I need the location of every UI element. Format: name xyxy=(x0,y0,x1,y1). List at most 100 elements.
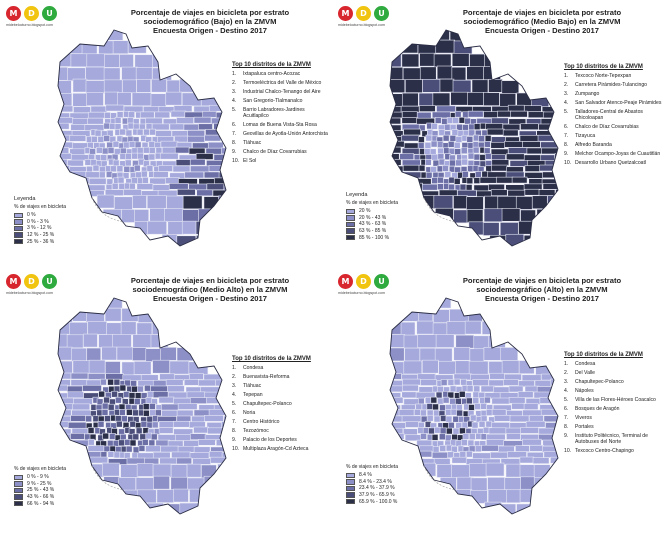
district xyxy=(542,183,558,190)
district xyxy=(71,347,87,362)
district xyxy=(88,463,105,478)
district xyxy=(468,123,476,131)
district xyxy=(72,118,88,125)
top10-name: Zumpango xyxy=(575,91,600,98)
district xyxy=(85,171,102,179)
district xyxy=(390,93,403,108)
district xyxy=(158,396,175,404)
top10-rank: 8. xyxy=(232,140,237,147)
district xyxy=(390,422,406,429)
district xyxy=(487,489,508,503)
district xyxy=(177,445,196,453)
district xyxy=(446,117,454,124)
district xyxy=(123,166,131,173)
district xyxy=(402,164,420,172)
district xyxy=(181,220,197,235)
district xyxy=(485,409,493,416)
district xyxy=(484,153,492,160)
district xyxy=(519,135,540,142)
district xyxy=(452,415,460,423)
district xyxy=(467,110,484,118)
district xyxy=(401,391,419,399)
district xyxy=(502,129,519,137)
top10-rank: 8. xyxy=(564,142,569,149)
district xyxy=(122,79,137,94)
district xyxy=(196,189,213,197)
district xyxy=(433,195,454,209)
district xyxy=(432,446,440,453)
metro-outline xyxy=(389,297,559,515)
district xyxy=(447,141,455,148)
district xyxy=(102,462,120,477)
top10-item: 1. Condesa xyxy=(232,365,330,371)
legend-swatch xyxy=(346,485,355,492)
district xyxy=(525,420,546,428)
district xyxy=(73,106,91,114)
district xyxy=(143,106,160,113)
district xyxy=(521,374,542,382)
district xyxy=(182,195,203,210)
district-map xyxy=(57,297,227,515)
district xyxy=(551,463,558,478)
district xyxy=(114,117,122,124)
district xyxy=(542,439,558,447)
district xyxy=(485,165,493,173)
district xyxy=(523,234,542,246)
map-title-line: Porcentaje de viajes en bicicleta por es… xyxy=(462,8,622,17)
district xyxy=(107,440,114,447)
legend-entry: 65.9 % - 100.0 % xyxy=(346,498,398,505)
district xyxy=(129,439,137,447)
top10-name: Noria xyxy=(243,409,256,416)
district xyxy=(66,385,83,393)
top10-name: Chapultepec-Polanco xyxy=(243,401,292,408)
district-map xyxy=(389,297,559,515)
district xyxy=(439,445,447,452)
district xyxy=(419,105,436,112)
district xyxy=(466,136,474,143)
district xyxy=(154,111,171,119)
district xyxy=(166,195,185,210)
district xyxy=(466,196,484,211)
district xyxy=(161,403,179,411)
map-title-line: sociodemográfico (Medio Bajo) en la ZMVM xyxy=(463,17,621,26)
district xyxy=(422,359,439,374)
district xyxy=(440,379,448,386)
district xyxy=(161,146,177,154)
district xyxy=(543,451,558,458)
district xyxy=(136,322,153,337)
district xyxy=(400,321,416,336)
district xyxy=(451,66,467,81)
district xyxy=(172,165,191,173)
top10-item: 7. Centro Histórico xyxy=(232,419,330,425)
district xyxy=(114,148,121,155)
district xyxy=(474,403,481,410)
district xyxy=(531,93,549,108)
district xyxy=(118,439,125,447)
top10-name: Chalco de Díaz Covarrubias xyxy=(575,124,639,131)
district xyxy=(452,79,472,94)
district xyxy=(484,135,492,142)
district xyxy=(193,426,209,434)
top10-rank: 2. xyxy=(232,374,237,381)
district xyxy=(466,397,473,405)
top10-rank: 2. xyxy=(232,80,237,87)
district xyxy=(502,379,519,386)
district xyxy=(87,438,95,446)
district xyxy=(469,463,487,477)
district xyxy=(430,396,438,404)
district xyxy=(434,117,442,124)
district xyxy=(112,440,120,447)
logo-letter: M xyxy=(338,274,353,289)
legend-label: 43 % - 63 % xyxy=(359,221,387,228)
district xyxy=(449,398,457,405)
district xyxy=(125,445,133,453)
district xyxy=(137,152,144,160)
district xyxy=(508,385,524,393)
district xyxy=(430,166,437,173)
district xyxy=(505,427,522,435)
district xyxy=(473,123,481,130)
district xyxy=(447,451,454,459)
